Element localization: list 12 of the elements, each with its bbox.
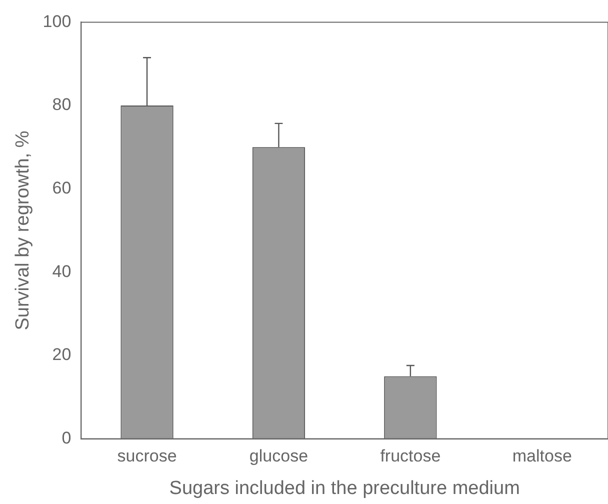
x-axis-title: Sugars included in the preculture medium: [169, 478, 520, 499]
y-axis-title: Survival by regrowth, %: [12, 130, 34, 330]
x-tick-label: maltose: [512, 446, 572, 466]
y-tick-label: 0: [62, 428, 72, 448]
x-tick-label: sucrose: [117, 446, 177, 466]
y-tick-label: 60: [52, 178, 72, 198]
y-tick-label: 40: [52, 262, 72, 281]
y-tick-label: 100: [42, 12, 72, 31]
x-tick-label: fructose: [380, 446, 441, 466]
y-tick-label: 80: [52, 95, 72, 114]
x-tick-label: glucose: [249, 446, 308, 466]
y-tick-label: 20: [52, 345, 72, 364]
